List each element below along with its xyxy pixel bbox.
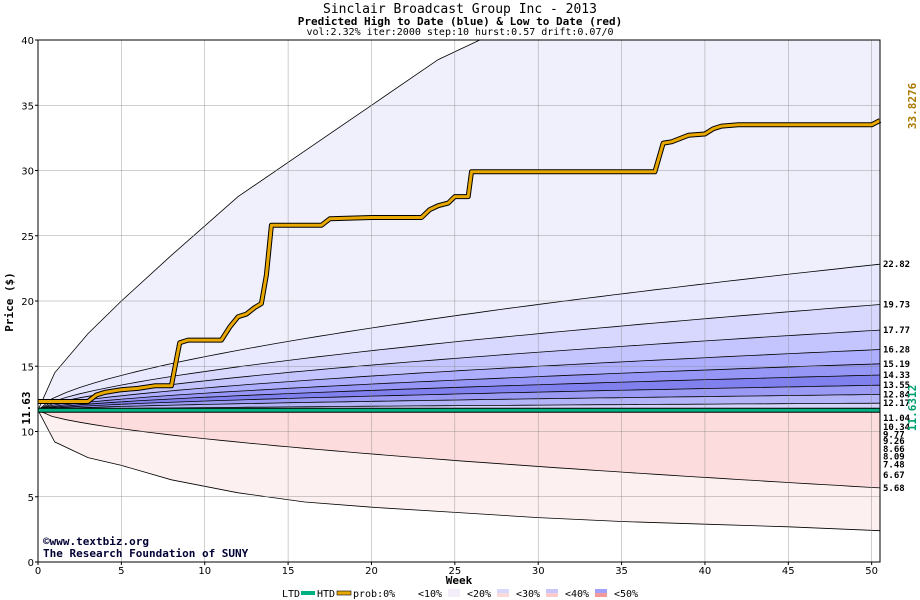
high-quantile-line-1 — [37, 304, 881, 411]
quantile-end-label-15: 7.48 — [883, 460, 905, 470]
ltd-end-label: 11.6312 — [906, 385, 919, 431]
y-tick-label-0: 0 — [28, 558, 34, 569]
legend-20-label: <20% — [467, 589, 491, 600]
legend-50-label: <50% — [614, 589, 638, 600]
x-tick-label-1: 5 — [118, 566, 124, 577]
low-band-8 — [38, 410, 880, 488]
quantile-end-label-2: 17.77 — [883, 326, 910, 336]
credit-organization: The Research Foundation of SUNY — [43, 547, 249, 560]
y-tick-label-6: 30 — [21, 167, 34, 178]
quantile-end-label-16: 6.67 — [883, 471, 905, 481]
legend-htd-swatch — [336, 590, 352, 596]
legend-30-label: <30% — [516, 589, 540, 600]
x-tick-label-3: 15 — [282, 566, 295, 577]
legend-ltd-label: LTD — [282, 589, 300, 600]
low-quantile-bands — [37, 409, 881, 532]
legend-40-label: <40% — [565, 589, 589, 600]
x-tick-label-6: 30 — [532, 566, 545, 577]
x-tick-label-5: 25 — [448, 566, 461, 577]
x-tick-label-7: 35 — [615, 566, 628, 577]
high-quantile-line-4 — [37, 363, 881, 411]
y-tick-label-3: 15 — [21, 362, 34, 373]
quantile-end-label-1: 19.73 — [883, 301, 910, 311]
y-axis-label: Price ($) — [3, 272, 16, 332]
x-tick-label-9: 45 — [782, 566, 795, 577]
chart-title: Sinclair Broadcast Group Inc - 2013 — [323, 2, 597, 17]
legend-swatch-20-hi — [497, 589, 509, 593]
chart-parameters: vol:2.32% iter:2000 step:10 hurst:0.57 d… — [306, 27, 614, 38]
quantile-end-label-3: 16.28 — [883, 346, 910, 356]
x-axis-ticks: 0 5 10 15 20 25 30 35 40 45 50 — [35, 562, 878, 577]
legend-prob-label: prob:0% — [353, 589, 395, 600]
y-axis-ticks: 0 5 10 15 20 25 30 35 40 — [21, 36, 38, 569]
y-tick-label-1: 5 — [28, 493, 34, 504]
legend-swatch-0 — [399, 589, 411, 597]
legend-10-label: <10% — [418, 589, 442, 600]
outer-low-boundary — [37, 410, 881, 532]
series-lines — [38, 118, 882, 413]
chart-subtitle: Predicted High to Date (blue) & Low to D… — [297, 15, 623, 28]
quantile-end-label-10: 10.34 — [883, 423, 911, 433]
legend-swatch-10 — [448, 589, 460, 597]
x-axis-label: Week — [446, 574, 473, 587]
high-quantile-line-2 — [37, 329, 881, 411]
quantile-end-label-6: 13.55 — [883, 381, 910, 391]
quantile-end-label-17: 5.68 — [883, 484, 905, 494]
htd-end-label: 33.8276 — [906, 82, 919, 129]
legend: LTD HTD prob:0% <10% <20% <30% <40% <50% — [282, 589, 638, 600]
quantile-end-label-4: 15.19 — [883, 360, 910, 370]
quantile-end-label-8: 12.17 — [883, 399, 910, 409]
y-tick-label-4: 20 — [21, 297, 34, 308]
x-tick-label-0: 0 — [35, 566, 41, 577]
high-quantile-line-7 — [37, 394, 881, 411]
start-price-label: 11.63 — [20, 391, 33, 424]
legend-swatch-30-lo — [546, 593, 558, 597]
quantile-end-label-9: 11.04 — [883, 414, 911, 424]
high-quantile-line-6 — [37, 384, 881, 411]
legend-ltd-swatch — [301, 591, 315, 595]
y-tick-label-2: 10 — [21, 428, 34, 439]
y-tick-label-8: 40 — [21, 36, 34, 47]
quantile-end-label-5: 14.33 — [883, 371, 910, 381]
high-quantile-bands — [37, 39, 881, 411]
x-tick-label-2: 10 — [198, 566, 211, 577]
low-quantile-line-8 — [37, 409, 881, 489]
credit-website: ©www.textbiz.org — [43, 535, 149, 548]
high-quantile-line-3 — [37, 349, 881, 411]
legend-htd-label: HTD — [317, 589, 335, 600]
quantile-end-label-12: 9.26 — [883, 437, 905, 447]
x-tick-label-4: 20 — [365, 566, 378, 577]
legend-swatch-40-hi — [595, 589, 607, 593]
legend-swatch-20-lo — [497, 593, 509, 597]
y-tick-label-5: 25 — [21, 232, 34, 243]
htd-line — [38, 119, 881, 403]
legend-swatch-30-hi — [546, 589, 558, 593]
quantile-end-label-0: 22.82 — [883, 260, 910, 270]
y-tick-label-7: 35 — [21, 101, 34, 112]
quantile-end-label-13: 8.66 — [883, 445, 905, 455]
quantile-end-labels: 22.82 19.73 17.77 16.28 15.1914.3313.5512.84… — [883, 260, 911, 494]
quantile-end-label-14: 8.09 — [883, 452, 905, 462]
x-tick-label-10: 50 — [865, 566, 878, 577]
legend-swatch-40-lo — [595, 593, 607, 597]
quantile-end-label-11: 9.77 — [883, 431, 905, 441]
x-tick-label-8: 40 — [699, 566, 712, 577]
high-quantile-line-5 — [37, 374, 881, 411]
quantile-end-label-7: 12.84 — [883, 390, 911, 400]
